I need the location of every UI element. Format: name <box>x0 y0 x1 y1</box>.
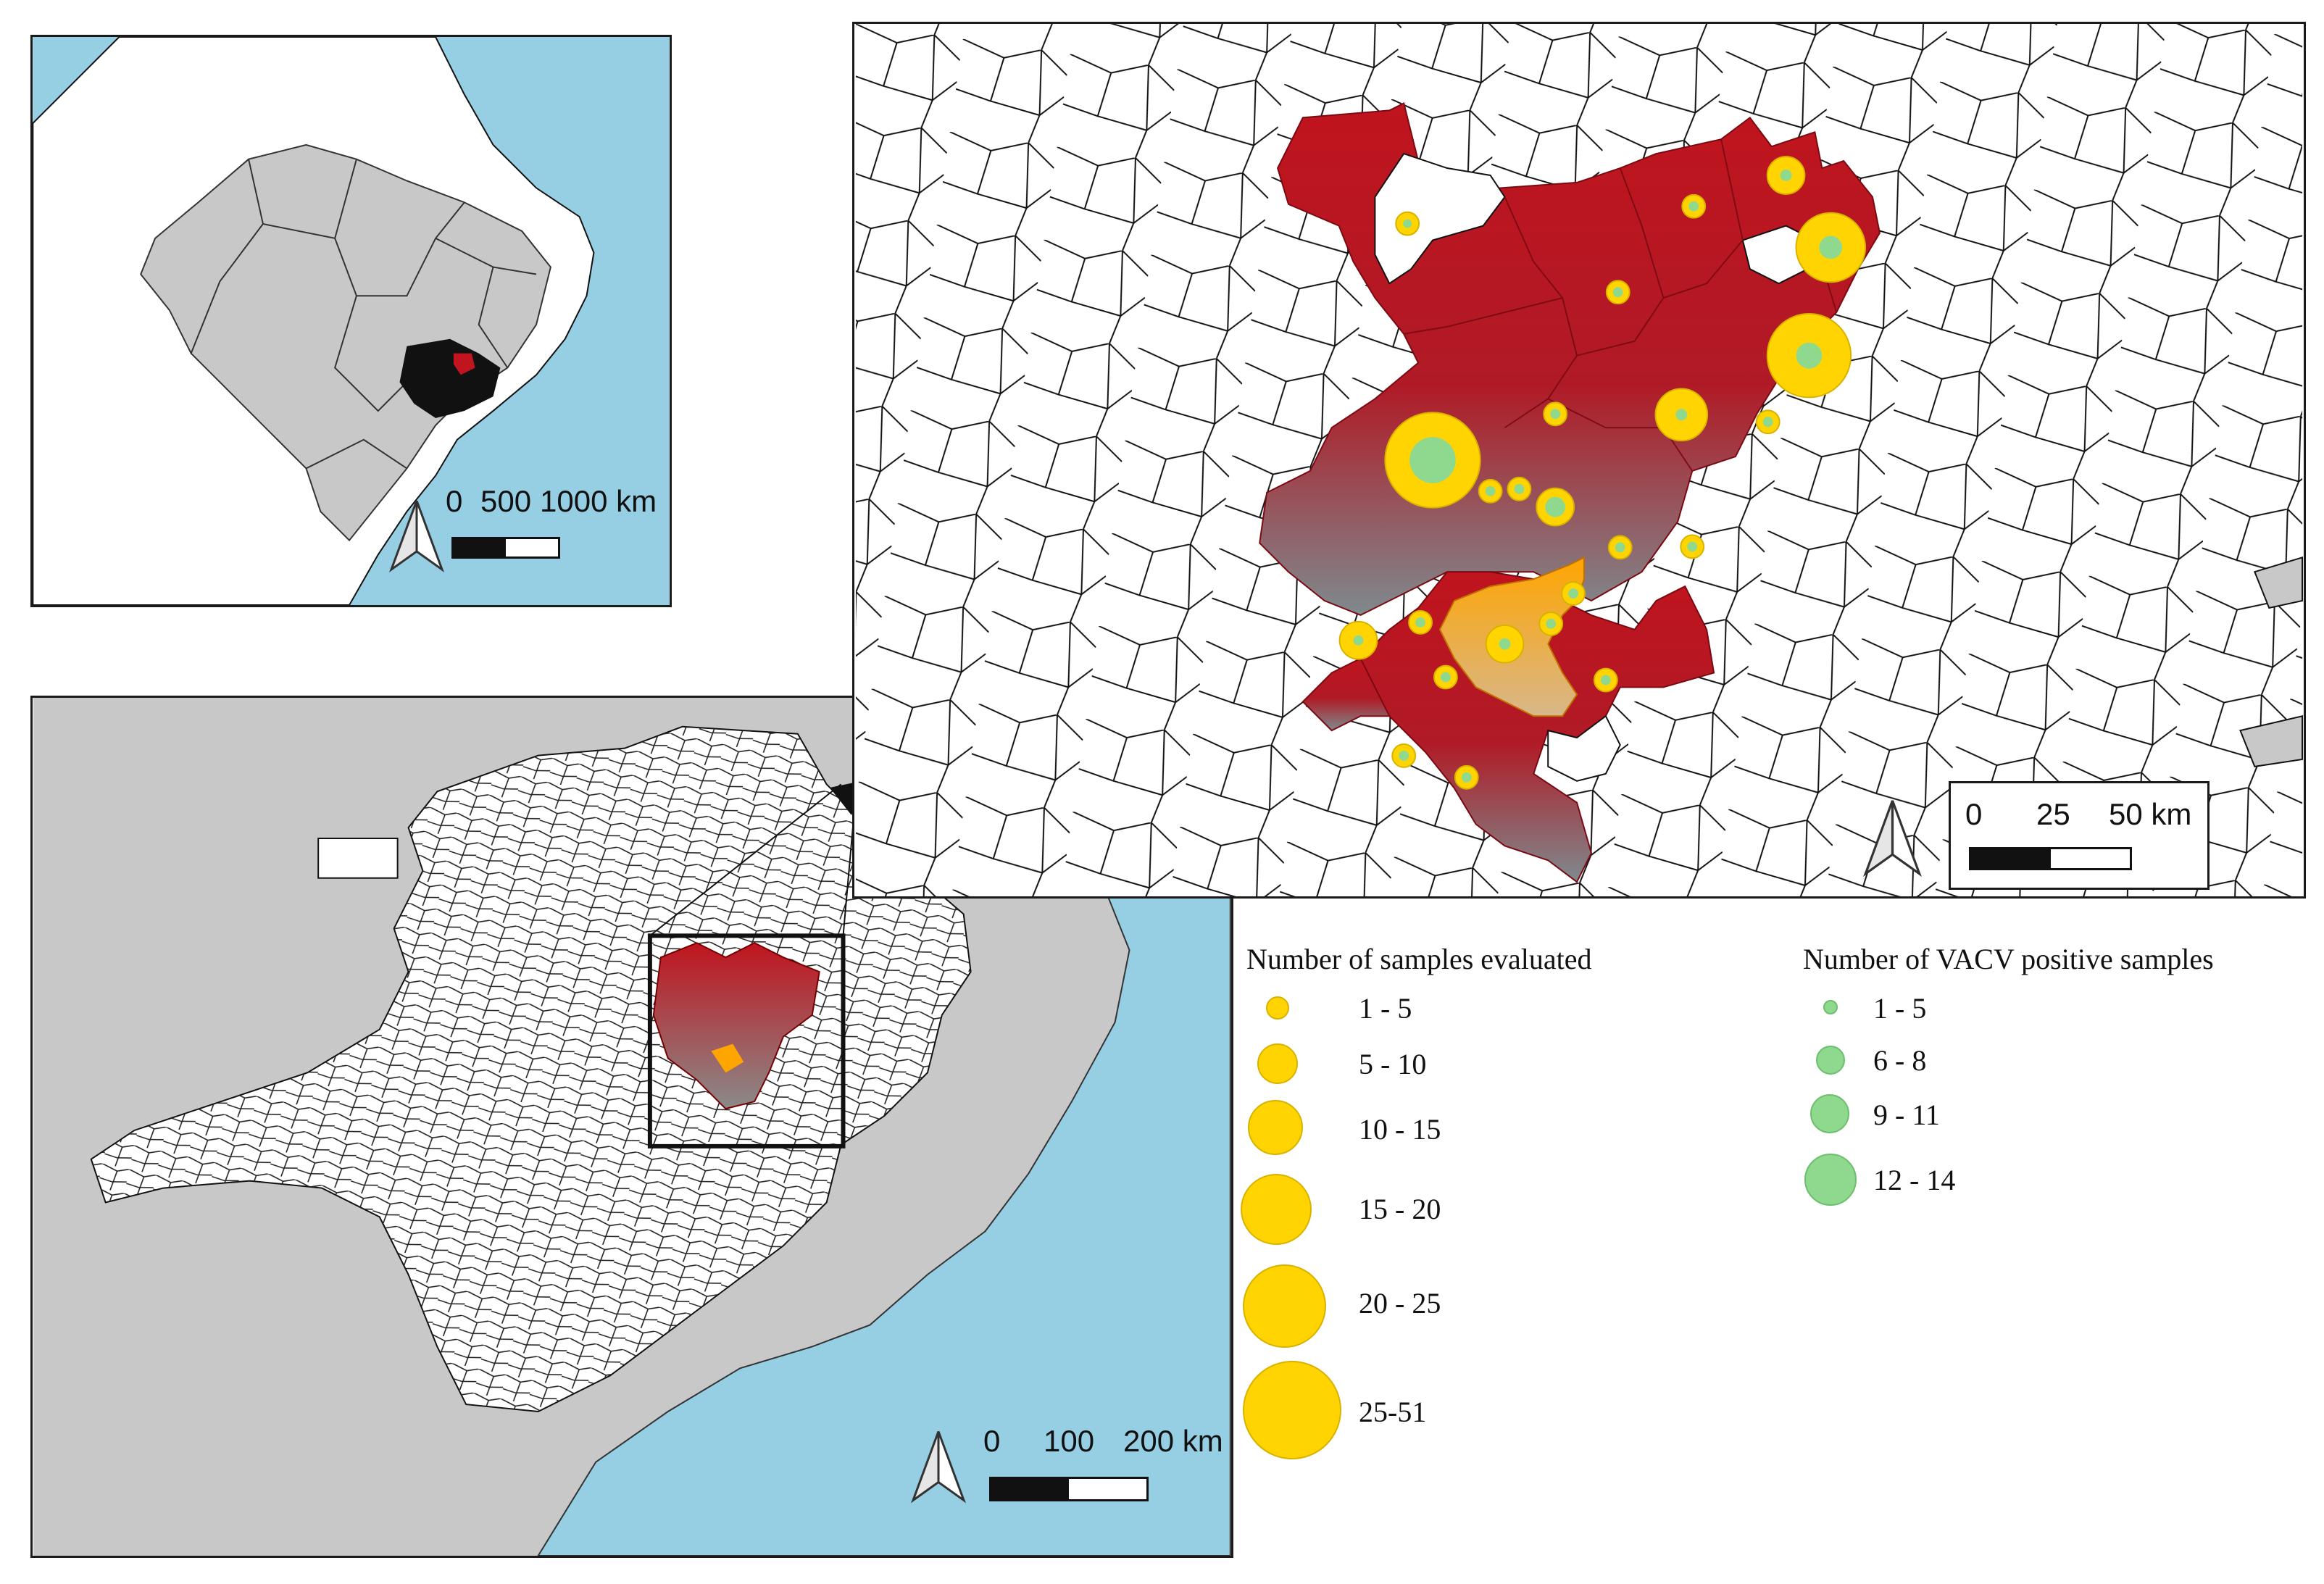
legend-class-label: 1 - 5 <box>1873 992 1927 1025</box>
scale-tick-0: 0 <box>983 1424 1001 1458</box>
study-region-overview <box>652 942 820 1110</box>
legend-class-label: 10 - 15 <box>1359 1113 1441 1146</box>
zoom-extent-box <box>647 933 846 1149</box>
legend-symbol <box>1816 1046 1845 1075</box>
legend-symbol <box>1804 1154 1857 1206</box>
legend-symbol <box>1243 1264 1326 1348</box>
study-area-highlight <box>453 353 475 375</box>
legend-class-label: 6 - 8 <box>1873 1044 1927 1077</box>
scale-tick-0: 0 <box>446 484 463 518</box>
scale-tick-0: 0 <box>1965 797 1983 831</box>
ocean-area <box>537 877 1231 1556</box>
sample-symbols <box>1338 156 1867 790</box>
scale-tick-2: 50 km <box>2109 797 2192 831</box>
legend-title: Number of samples evaluated <box>1246 943 1592 975</box>
scale-box: 0 25 50 km <box>1949 781 2210 890</box>
legend-class-label: 15 - 20 <box>1359 1193 1441 1225</box>
north-arrow-icon <box>1863 800 1922 878</box>
detail-municipalities <box>855 24 2304 896</box>
scale-tick-2: 200 km <box>1123 1424 1223 1458</box>
legend-class-label: 1 - 5 <box>1359 992 1412 1025</box>
scale-tick-1: 25 <box>2036 797 2070 831</box>
south-america-map <box>33 37 670 605</box>
state-inset: 0 100 200 km <box>30 696 1233 1558</box>
scale-tick-1: 100 <box>1044 1424 1095 1458</box>
scale-bar <box>989 1477 1149 1501</box>
legend-class-label: 20 - 25 <box>1359 1287 1441 1320</box>
scale-tick-2: 1000 km <box>540 484 657 518</box>
state-map <box>33 698 1231 1556</box>
detail-map: 0 25 50 km <box>852 22 2306 899</box>
legend-class-label: 25-51 <box>1359 1396 1427 1428</box>
legend-symbol <box>1243 1361 1341 1459</box>
legend-class-label: 9 - 11 <box>1873 1099 1940 1131</box>
north-arrow-icon <box>388 501 445 573</box>
legend-symbol <box>1257 1043 1298 1084</box>
scale-bar <box>1969 847 2132 870</box>
legend-class-label: 12 - 14 <box>1873 1164 1956 1196</box>
legend-symbol <box>1810 1094 1849 1133</box>
legend-class-label: 5 - 10 <box>1359 1048 1427 1080</box>
scale-bar <box>451 537 560 559</box>
south-america-inset: 0 500 1000 km <box>30 35 672 607</box>
legend-title: Number of VACV positive samples <box>1803 943 2214 975</box>
minas-gerais-highlight <box>399 338 501 418</box>
north-arrow-icon <box>910 1430 967 1504</box>
legend-symbol <box>1241 1174 1312 1245</box>
legend-symbol <box>1248 1100 1303 1155</box>
legend-symbol <box>1266 996 1289 1020</box>
legend-symbol <box>1823 1000 1838 1014</box>
scale-tick-1: 500 <box>480 484 532 518</box>
